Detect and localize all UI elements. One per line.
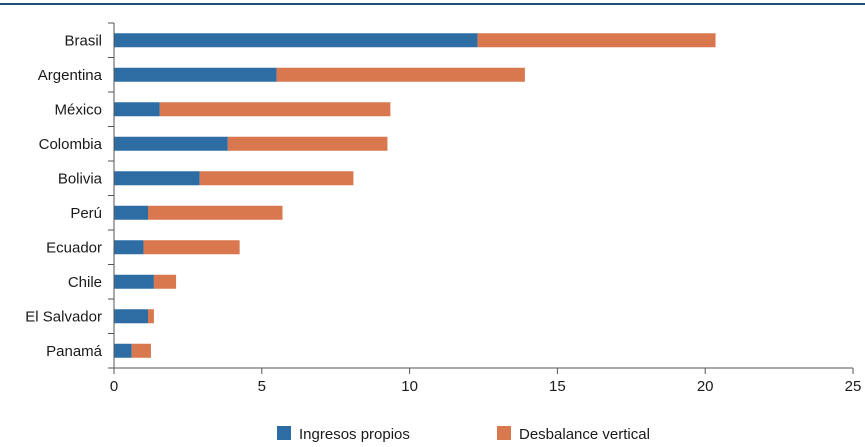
bar-bolivia-ingresos-propios — [114, 171, 200, 186]
bars-group — [114, 33, 716, 358]
category-label-mexico: México — [54, 101, 102, 118]
category-label-argentina: Argentina — [38, 67, 103, 84]
x-tick-label-25: 25 — [845, 378, 862, 395]
axes-group — [108, 22, 854, 374]
category-label-ecuador: Ecuador — [46, 239, 102, 256]
bar-el-salvador-ingresos-propios — [114, 309, 148, 324]
bar-chile-ingresos-propios — [114, 274, 154, 289]
bar-peru-desbalance-vertical — [147, 205, 283, 220]
x-tick-label-15: 15 — [549, 378, 566, 395]
legend-label-desbalance-vertical: Desbalance vertical — [519, 426, 650, 443]
bar-brasil-desbalance-vertical — [477, 33, 716, 48]
bar-colombia-desbalance-vertical — [227, 136, 388, 151]
category-label-chile: Chile — [68, 274, 102, 291]
category-label-peru: Perú — [70, 205, 102, 222]
bar-argentina-ingresos-propios — [114, 67, 277, 82]
legend: Ingresos propios Desbalance vertical — [277, 426, 650, 443]
bar-panama-desbalance-vertical — [131, 343, 151, 358]
x-tick-label-10: 10 — [401, 378, 418, 395]
legend-swatch-desbalance-vertical — [497, 426, 511, 440]
x-tick-labels: 0 5 10 15 20 25 — [110, 378, 862, 395]
bar-el-salvador-desbalance-vertical — [147, 309, 154, 324]
bar-argentina-desbalance-vertical — [276, 67, 525, 82]
category-label-colombia: Colombia — [39, 136, 103, 153]
legend-swatch-ingresos-propios — [277, 426, 291, 440]
bar-peru-ingresos-propios — [114, 205, 148, 220]
bar-mexico-ingresos-propios — [114, 102, 160, 117]
bar-panama-ingresos-propios — [114, 343, 132, 358]
x-tick-label-20: 20 — [697, 378, 714, 395]
bar-ecuador-ingresos-propios — [114, 240, 144, 255]
category-label-el-salvador: El Salvador — [25, 308, 102, 325]
x-tick-label-0: 0 — [110, 378, 118, 395]
bar-ecuador-desbalance-vertical — [143, 240, 240, 255]
x-tick-label-5: 5 — [258, 378, 266, 395]
category-label-bolivia: Bolivia — [58, 170, 103, 187]
bar-bolivia-desbalance-vertical — [199, 171, 354, 186]
category-label-brasil: Brasil — [64, 32, 102, 49]
category-labels: Brasil Argentina México Colombia Bolivia Perú… — [25, 32, 102, 360]
bar-brasil-ingresos-propios — [114, 33, 478, 48]
legend-label-ingresos-propios: Ingresos propios — [299, 426, 410, 443]
bar-chile-desbalance-vertical — [153, 274, 177, 289]
category-label-panama: Panamá — [46, 343, 103, 360]
bar-colombia-ingresos-propios — [114, 136, 228, 151]
bar-mexico-desbalance-vertical — [159, 102, 391, 117]
